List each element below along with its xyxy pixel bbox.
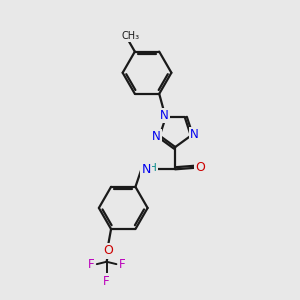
- Text: CH₃: CH₃: [121, 31, 140, 41]
- Text: N: N: [190, 128, 199, 141]
- Text: O: O: [196, 161, 206, 174]
- Text: F: F: [103, 274, 110, 288]
- Text: N: N: [142, 163, 151, 176]
- Text: F: F: [88, 258, 94, 271]
- Text: F: F: [119, 258, 126, 271]
- Text: N: N: [152, 130, 161, 143]
- Text: N: N: [160, 109, 169, 122]
- Text: O: O: [104, 244, 114, 257]
- Text: H: H: [149, 163, 157, 173]
